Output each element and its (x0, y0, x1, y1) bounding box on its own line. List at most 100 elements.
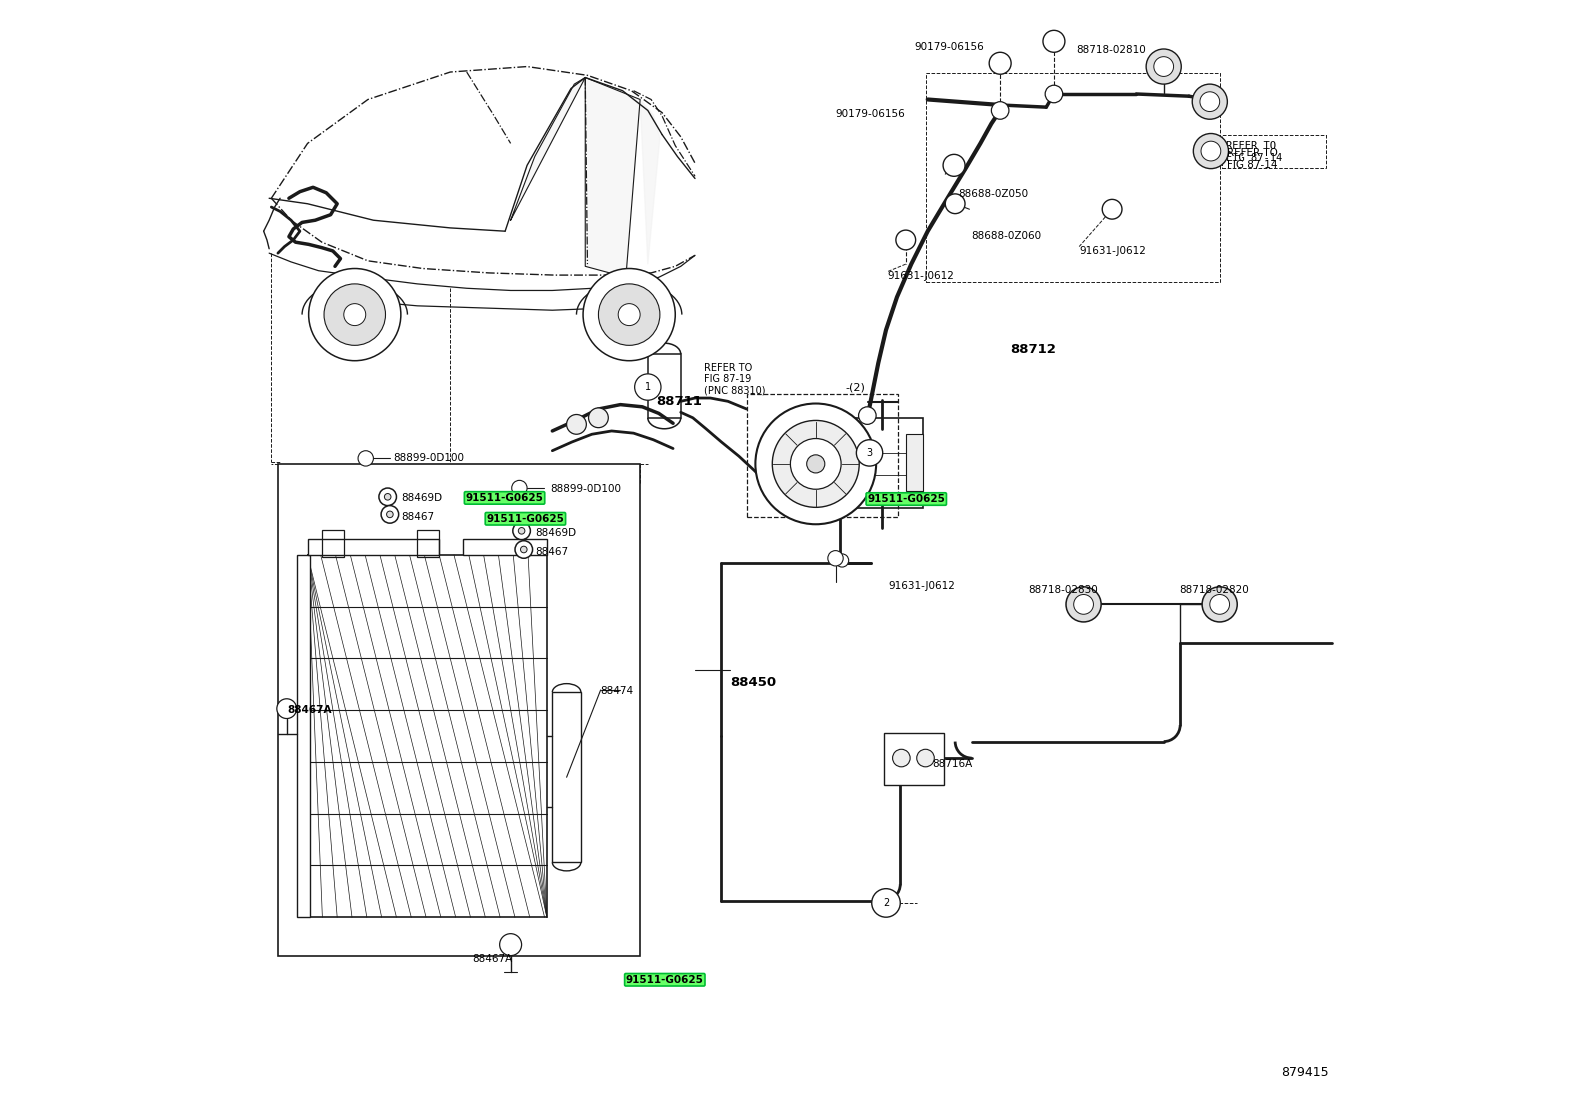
Text: 90179-06156: 90179-06156 (914, 42, 984, 52)
Polygon shape (586, 78, 640, 277)
Circle shape (513, 522, 530, 540)
Polygon shape (511, 78, 586, 220)
Text: 91511-G0625: 91511-G0625 (868, 495, 946, 504)
Circle shape (896, 230, 915, 249)
Circle shape (836, 554, 849, 567)
Circle shape (1067, 587, 1102, 622)
Polygon shape (640, 100, 661, 264)
Text: 91631-J0612: 91631-J0612 (887, 271, 954, 281)
Circle shape (358, 451, 374, 466)
Circle shape (618, 303, 640, 325)
Text: 88688-0Z060: 88688-0Z060 (971, 231, 1041, 241)
Text: 88467: 88467 (535, 546, 568, 557)
Circle shape (755, 403, 876, 524)
Bar (307, 555, 546, 918)
Text: 88718-02810: 88718-02810 (1076, 45, 1146, 55)
Circle shape (858, 407, 876, 424)
Circle shape (893, 750, 911, 767)
Circle shape (309, 268, 401, 360)
Bar (552, 692, 581, 863)
Circle shape (942, 154, 965, 176)
Circle shape (599, 284, 661, 345)
Text: 879415: 879415 (1280, 1066, 1328, 1078)
Circle shape (583, 268, 675, 360)
Text: 3: 3 (866, 448, 872, 458)
Text: 88899-0D100: 88899-0D100 (551, 485, 621, 495)
Circle shape (567, 414, 586, 434)
Bar (322, 530, 344, 557)
Text: 91511-G0625: 91511-G0625 (465, 493, 543, 503)
Circle shape (872, 889, 899, 918)
Bar (296, 555, 310, 918)
Text: 88450: 88450 (731, 676, 777, 689)
Text: 88467A: 88467A (288, 704, 333, 714)
Circle shape (589, 408, 608, 428)
Circle shape (1202, 587, 1237, 622)
Text: 91631-J0612: 91631-J0612 (1079, 246, 1146, 256)
Circle shape (1210, 595, 1229, 614)
Circle shape (514, 541, 533, 558)
Text: 88469D: 88469D (401, 493, 443, 503)
Text: 91511-G0625: 91511-G0625 (487, 513, 564, 524)
Bar (463, 539, 546, 555)
Circle shape (917, 750, 935, 767)
Text: 88467A: 88467A (473, 954, 513, 964)
Circle shape (521, 546, 527, 553)
Circle shape (500, 934, 522, 956)
Circle shape (989, 53, 1011, 75)
Circle shape (1200, 141, 1221, 160)
Text: 90179-06156: 90179-06156 (836, 109, 906, 119)
Bar (849, 418, 923, 508)
Circle shape (519, 528, 525, 534)
Text: 91511-G0625: 91511-G0625 (626, 975, 704, 985)
Text: 88718-02830: 88718-02830 (1028, 585, 1098, 596)
Bar (747, 393, 898, 517)
Circle shape (790, 439, 841, 489)
Text: 88712: 88712 (1009, 343, 1055, 356)
Text: 88474: 88474 (600, 686, 634, 696)
Circle shape (387, 511, 393, 518)
Circle shape (946, 193, 965, 213)
Text: REFER TO
FIG 87-14: REFER TO FIG 87-14 (1226, 142, 1283, 163)
Text: 88716A: 88716A (931, 758, 973, 768)
Text: 1: 1 (645, 382, 651, 392)
Circle shape (1046, 86, 1063, 103)
Circle shape (1043, 31, 1065, 53)
Circle shape (828, 551, 844, 566)
Circle shape (344, 303, 366, 325)
Circle shape (1200, 92, 1219, 112)
Bar (925, 74, 1219, 281)
Bar (906, 434, 923, 491)
Bar (279, 464, 640, 956)
Circle shape (1194, 133, 1229, 168)
Text: REFER TO
FIG 87-14: REFER TO FIG 87-14 (1227, 148, 1278, 169)
Text: 88718-02820: 88718-02820 (1180, 585, 1248, 596)
Bar (648, 354, 681, 418)
Circle shape (325, 284, 385, 345)
Circle shape (1154, 57, 1173, 77)
Text: 88469D: 88469D (535, 528, 576, 539)
Circle shape (1146, 49, 1181, 85)
Circle shape (856, 440, 882, 466)
Text: 88899-0D100: 88899-0D100 (393, 454, 465, 464)
Text: -(2): -(2) (845, 382, 866, 392)
Bar (884, 733, 944, 786)
Circle shape (384, 493, 392, 500)
Text: 88711: 88711 (656, 395, 702, 408)
Bar (1223, 134, 1326, 167)
Bar (307, 539, 439, 555)
Circle shape (635, 374, 661, 400)
Circle shape (1102, 199, 1122, 219)
Text: REFER TO
FIG 87-19
(PNC 88310): REFER TO FIG 87-19 (PNC 88310) (704, 363, 766, 396)
Circle shape (511, 480, 527, 496)
Bar (417, 530, 439, 557)
Text: 91631-J0612: 91631-J0612 (888, 580, 955, 591)
Circle shape (1073, 595, 1094, 614)
Circle shape (807, 455, 825, 473)
Text: 2: 2 (884, 898, 888, 908)
Circle shape (379, 488, 396, 506)
Circle shape (1192, 85, 1227, 119)
Text: 88467: 88467 (401, 511, 435, 522)
Circle shape (277, 699, 296, 719)
Text: 88688-0Z050: 88688-0Z050 (958, 189, 1028, 199)
